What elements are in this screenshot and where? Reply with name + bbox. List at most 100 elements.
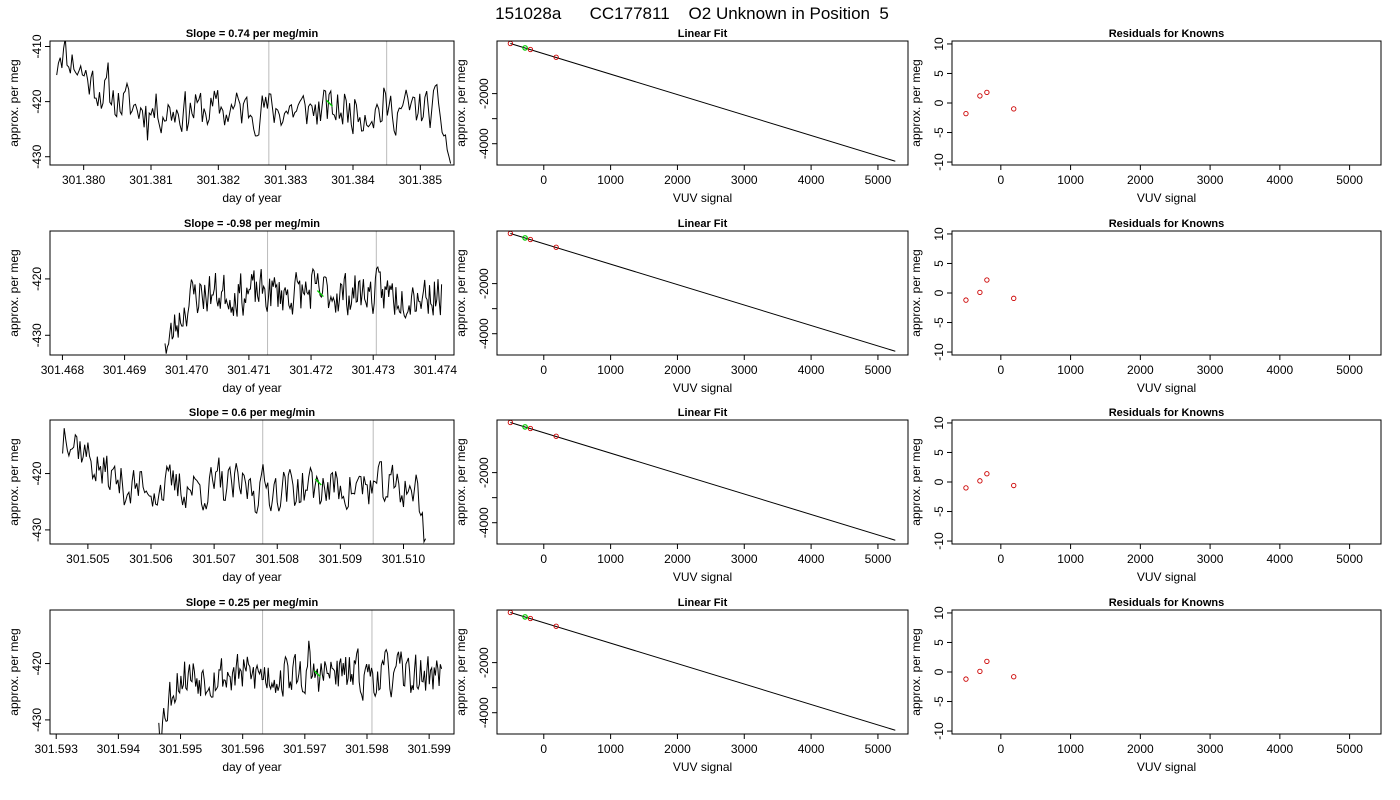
- panel-1-2: Linear Fit 0 1000 2000 3000 4000 5000 -4000 -200…: [454, 28, 909, 205]
- x-axis-label: VUV signal: [673, 570, 732, 584]
- x-tick-label: 4000: [798, 173, 825, 187]
- x-axis-label: VUV signal: [1137, 570, 1196, 584]
- residual-point: [963, 485, 969, 491]
- known-point: [553, 244, 559, 250]
- y-tick-label: -430: [30, 323, 44, 347]
- x-tick-label: 301.505: [66, 552, 110, 566]
- residual-point: [963, 110, 969, 117]
- panel-3-1: Slope = 0.6 per meg/min 301.505 301.506 301…: [7, 407, 455, 584]
- panel-3-3: Residuals for Knowns 0 1000 2000 3000 4000 500…: [909, 407, 1382, 584]
- unknown-mean-marker: [316, 290, 324, 298]
- x-tick-label: 3000: [1197, 742, 1224, 756]
- x-tick-label: 5000: [865, 552, 892, 566]
- x-tick-label: 2000: [664, 363, 691, 377]
- x-tick-label: 301.510: [382, 552, 426, 566]
- unknown-point: [522, 235, 528, 241]
- plot-area: [963, 658, 1017, 682]
- known-point: [527, 46, 534, 53]
- residual-point: [977, 668, 983, 675]
- x-tick-label: 3000: [731, 363, 758, 377]
- y-tick-label: -430: [30, 144, 44, 168]
- y-tick-label: 5: [932, 639, 946, 646]
- y-tick-label: -420: [30, 651, 44, 675]
- x-tick-label: 5000: [865, 742, 892, 756]
- y-axis-label: approx. per meg: [7, 59, 21, 146]
- data-trace: [164, 266, 443, 354]
- y-tick-label: -4000: [477, 507, 491, 538]
- x-tick-label: 3000: [1197, 173, 1224, 187]
- plot-frame: [951, 419, 1382, 545]
- x-tick-label: 4000: [1267, 173, 1294, 187]
- unknown-point: [522, 614, 528, 620]
- x-axis-label: day of year: [222, 760, 281, 774]
- panel-title: Linear Fit: [678, 218, 728, 230]
- residual-point: [977, 93, 983, 99]
- x-tick-label: 301.474: [414, 363, 458, 377]
- panel-title: Residuals for Knowns: [1109, 218, 1225, 230]
- residual-point: [1011, 106, 1017, 112]
- x-tick-label: 5000: [865, 173, 892, 187]
- y-tick-label: 0: [932, 99, 946, 106]
- y-tick-label: 10: [932, 416, 946, 430]
- x-axis-label: VUV signal: [673, 191, 732, 205]
- known-point: [553, 623, 559, 629]
- plot-area: [62, 420, 427, 544]
- plot-frame: [49, 609, 455, 735]
- panel-2-3: Residuals for Knowns 0 1000 2000 3000 4000 500…: [909, 218, 1382, 395]
- x-tick-label: 0: [540, 363, 547, 377]
- y-tick-label: -430: [30, 708, 44, 732]
- x-tick-label: 4000: [798, 742, 825, 756]
- panel-title: Linear Fit: [678, 597, 728, 609]
- fit-line: [510, 233, 896, 352]
- x-tick-label: 1000: [1057, 173, 1084, 187]
- panel-title: Slope = -0.98 per meg/min: [184, 218, 320, 230]
- y-tick-label: -10: [932, 153, 946, 171]
- x-axis-label: VUV signal: [1137, 760, 1196, 774]
- x-tick-label: 4000: [798, 363, 825, 377]
- y-tick-label: -10: [932, 532, 946, 550]
- x-tick-label: 301.593: [35, 742, 79, 756]
- known-point: [527, 615, 534, 622]
- panel-title: Linear Fit: [678, 407, 728, 419]
- y-axis-label: approx. per meg: [909, 438, 923, 525]
- x-tick-label: 2000: [1127, 173, 1154, 187]
- x-tick-label: 1000: [1057, 552, 1084, 566]
- x-tick-label: 3000: [1197, 552, 1224, 566]
- figure-title: 151028a CC177811 O2 Unknown in Position …: [495, 4, 889, 23]
- residual-point: [963, 676, 969, 682]
- x-tick-label: 301.594: [97, 742, 141, 756]
- y-tick-label: -4000: [477, 128, 491, 159]
- x-tick-label: 301.472: [289, 363, 333, 377]
- x-tick-label: 301.381: [129, 173, 173, 187]
- x-tick-label: 1000: [1057, 363, 1084, 377]
- x-tick-label: 0: [997, 173, 1004, 187]
- plot-frame: [49, 40, 455, 166]
- fit-line: [510, 612, 896, 731]
- y-tick-label: -4000: [477, 697, 491, 728]
- x-axis-label: VUV signal: [673, 760, 732, 774]
- panel-4-1: Slope = 0.25 per meg/min 301.593 301.594 30…: [7, 597, 455, 774]
- x-tick-label: 301.595: [159, 742, 203, 756]
- x-tick-label: 2000: [1127, 552, 1154, 566]
- panel-title: Slope = 0.74 per meg/min: [186, 28, 319, 40]
- y-tick-label: -5: [932, 317, 946, 328]
- x-tick-label: 5000: [1336, 363, 1363, 377]
- x-tick-label: 2000: [1127, 363, 1154, 377]
- x-axis-label: VUV signal: [1137, 191, 1196, 205]
- plot-area: [507, 231, 896, 352]
- y-tick-label: -10: [932, 722, 946, 740]
- y-tick-label: -10: [932, 343, 946, 361]
- x-tick-label: 5000: [865, 363, 892, 377]
- plot-area: [158, 610, 443, 734]
- plot-frame: [496, 609, 909, 735]
- x-tick-label: 301.469: [103, 363, 147, 377]
- x-tick-label: 3000: [731, 552, 758, 566]
- panel-title: Residuals for Knowns: [1109, 28, 1225, 40]
- known-point: [553, 54, 559, 60]
- x-tick-label: 2000: [664, 552, 691, 566]
- unknown-mean-marker: [313, 670, 321, 678]
- plot-area: [507, 610, 896, 731]
- x-tick-label: 2000: [664, 173, 691, 187]
- y-tick-label: 5: [932, 449, 946, 456]
- y-tick-label: -4000: [477, 318, 491, 349]
